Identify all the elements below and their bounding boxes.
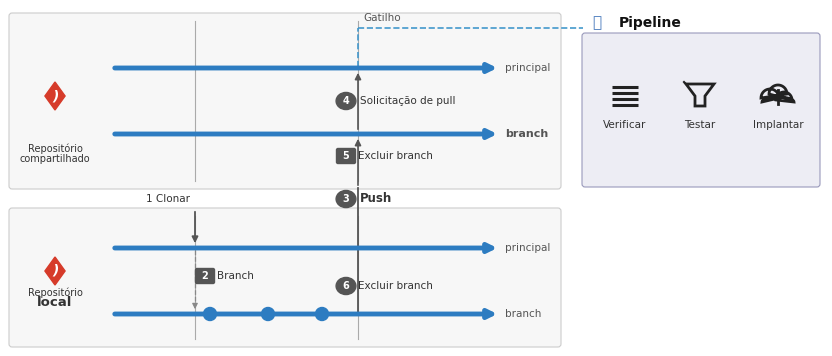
Text: Implantar: Implantar <box>753 120 804 130</box>
Text: Repositório: Repositório <box>27 143 82 154</box>
FancyBboxPatch shape <box>582 33 820 187</box>
Text: Repositório: Repositório <box>27 288 82 298</box>
Polygon shape <box>45 82 65 110</box>
Text: Push: Push <box>360 193 392 205</box>
Text: 1 Clonar: 1 Clonar <box>146 194 190 204</box>
Text: 5: 5 <box>343 151 349 161</box>
Text: principal: principal <box>505 63 551 73</box>
FancyBboxPatch shape <box>9 208 561 347</box>
Circle shape <box>204 308 216 320</box>
Ellipse shape <box>336 277 356 294</box>
Text: principal: principal <box>505 243 551 253</box>
Text: local: local <box>37 296 72 309</box>
Text: compartilhado: compartilhado <box>20 154 91 164</box>
Text: ): ) <box>52 89 59 103</box>
FancyBboxPatch shape <box>9 13 561 189</box>
Polygon shape <box>45 257 65 285</box>
Text: branch: branch <box>505 129 548 139</box>
Text: 2: 2 <box>201 271 208 281</box>
Text: ): ) <box>52 264 59 278</box>
Text: 4: 4 <box>343 96 349 106</box>
FancyBboxPatch shape <box>336 148 355 163</box>
Text: Excluir branch: Excluir branch <box>358 151 433 161</box>
Ellipse shape <box>336 190 356 208</box>
Ellipse shape <box>336 93 356 110</box>
Text: Pipeline: Pipeline <box>619 16 682 30</box>
Text: Gatilho: Gatilho <box>363 13 401 23</box>
Text: Verificar: Verificar <box>603 120 646 130</box>
Text: Testar: Testar <box>685 120 716 130</box>
Text: 🚀: 🚀 <box>592 16 602 31</box>
Text: Solicitação de pull: Solicitação de pull <box>360 96 455 106</box>
Text: Branch: Branch <box>217 271 254 281</box>
Text: branch: branch <box>505 309 542 319</box>
FancyBboxPatch shape <box>196 268 215 283</box>
Text: 6: 6 <box>343 281 349 291</box>
Circle shape <box>261 308 275 320</box>
Circle shape <box>315 308 329 320</box>
Text: 3: 3 <box>343 194 349 204</box>
Text: Excluir branch: Excluir branch <box>358 281 433 291</box>
